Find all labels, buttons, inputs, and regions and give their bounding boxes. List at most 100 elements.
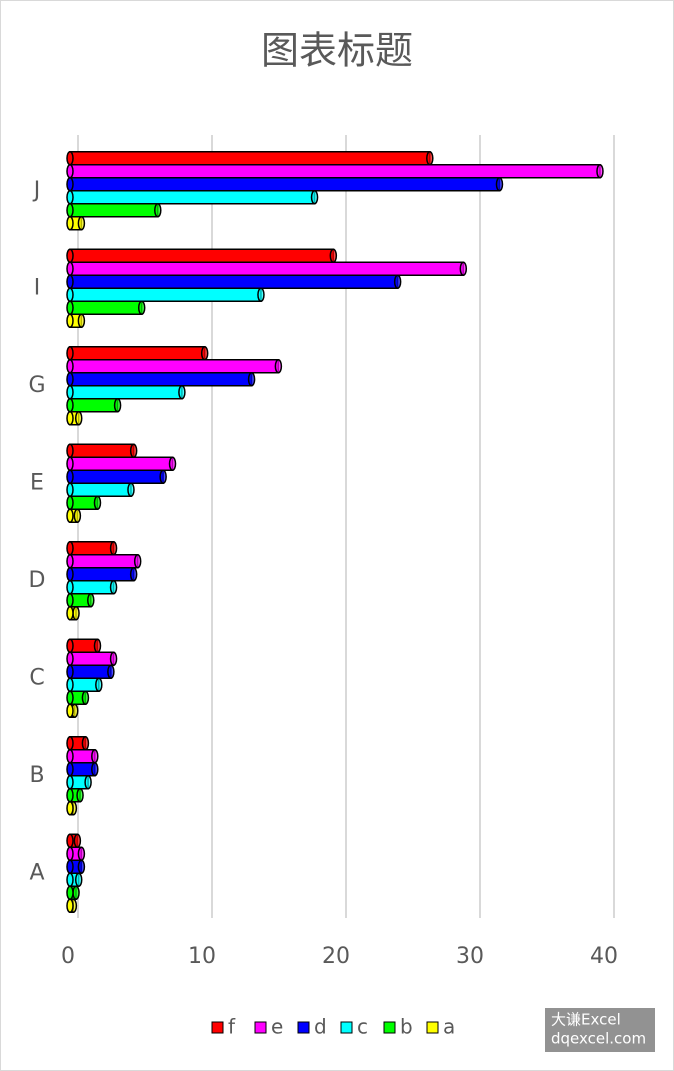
bar-base [66,775,74,790]
bar-cap [77,216,86,231]
bar-base [66,287,74,302]
y-tick-label: E [30,470,44,495]
y-tick-label: D [29,568,46,593]
bar [66,261,468,276]
bar [66,638,102,653]
x-tick-label: 30 [456,944,484,969]
bar [66,216,86,231]
bar-body [69,248,335,263]
legend-label: f [228,1015,236,1039]
bar-body [69,398,119,413]
bar [66,775,92,790]
bar [66,859,86,874]
bar-base [66,749,74,764]
bar [66,846,86,861]
bar-body [69,677,100,692]
bar [66,300,146,315]
bar-base [66,261,74,276]
bar [66,190,319,205]
bar-cap [81,690,90,705]
bar-cap [93,638,102,653]
bar-base [66,872,74,887]
bar-body [69,287,262,302]
bar [66,651,118,666]
bar [66,606,80,621]
bar-cap [109,651,118,666]
bar-base [66,248,74,263]
bar-cap [495,177,504,192]
bar [66,177,504,192]
bar [66,274,402,289]
bar [66,554,142,569]
y-tick-label: J [32,178,41,203]
watermark-box [545,1008,655,1052]
bar-base [66,495,74,510]
bar-cap [72,885,80,900]
bar-cap [133,554,142,569]
bar-body [69,346,206,361]
bar [66,801,78,816]
legend-swatch [297,1021,310,1034]
bar-cap [159,469,167,484]
bar-base [66,846,74,861]
bar-base [66,664,74,679]
bar [66,580,118,595]
legend-swatch [383,1021,396,1034]
bar-cap [109,580,118,595]
bar-body [69,274,399,289]
bar-body [69,190,316,205]
bar-base [66,274,74,289]
bar-cap [329,248,338,263]
bar-cap [95,677,103,692]
legend-swatch [426,1021,439,1034]
bar [66,833,82,848]
bar-body [69,164,601,179]
bar [66,664,115,679]
legend-label: d [314,1015,327,1039]
bar-cap [74,411,83,426]
bar-cap [74,872,83,887]
bar-body [69,651,115,666]
bar-base [66,651,74,666]
bar-cap [257,287,265,302]
watermark-text: 大谦Excel [551,1011,621,1029]
bar-cap [137,300,146,315]
bar [66,749,99,764]
bar-base [66,606,74,621]
bar [66,313,86,328]
bar [66,411,83,426]
bar-base [66,508,74,523]
bar [66,482,135,497]
bar-body [69,203,159,218]
bar-cap [426,151,434,166]
bar-base [66,151,74,166]
bar-body [69,456,174,471]
bar [66,248,338,263]
x-tick-label: 10 [188,944,216,969]
bar-cap [77,846,86,861]
bar-base [66,411,74,426]
bar-cap [247,372,256,387]
bar [66,541,118,556]
bar-base [66,372,74,387]
bar-base [66,580,74,595]
bar-body [69,664,112,679]
bar-body [69,151,431,166]
bar [66,385,186,400]
bar-cap [77,859,86,874]
bar [66,359,283,374]
bar-cap [310,190,319,205]
bar-cap [73,833,82,848]
bar [66,736,90,751]
bar-body [69,385,183,400]
bar [66,508,82,523]
x-tick-label: 40 [590,944,618,969]
y-tick-label: G [28,373,45,398]
bar [66,398,122,413]
bar [66,469,167,484]
bar-base [66,313,74,328]
bar-body [69,567,135,582]
bar [66,788,84,803]
bar-body [69,541,115,556]
bar-body [69,443,135,458]
